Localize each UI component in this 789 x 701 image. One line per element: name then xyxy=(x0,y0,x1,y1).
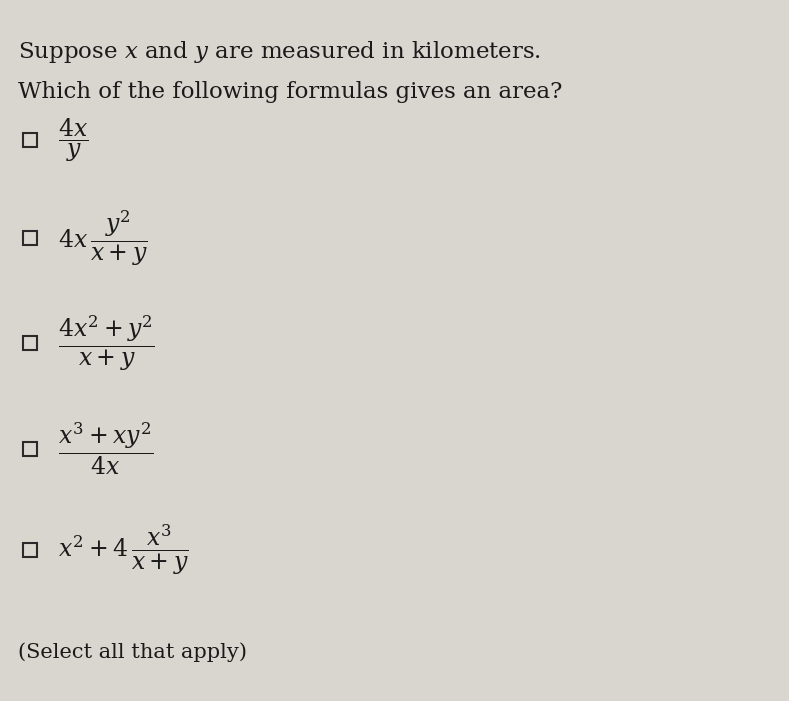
Text: $\dfrac{4x^2+y^2}{x+y}$: $\dfrac{4x^2+y^2}{x+y}$ xyxy=(58,314,155,373)
Text: $\dfrac{4x}{y}$: $\dfrac{4x}{y}$ xyxy=(58,116,88,164)
Text: $\dfrac{x^3+xy^2}{4x}$: $\dfrac{x^3+xy^2}{4x}$ xyxy=(58,421,153,477)
Text: Which of the following formulas gives an area?: Which of the following formulas gives an… xyxy=(18,81,563,102)
Text: $x^2+4\,\dfrac{x^3}{x+y}$: $x^2+4\,\dfrac{x^3}{x+y}$ xyxy=(58,523,189,578)
Text: (Select all that apply): (Select all that apply) xyxy=(18,643,247,662)
Text: $4x\,\dfrac{y^2}{x+y}$: $4x\,\dfrac{y^2}{x+y}$ xyxy=(58,209,148,268)
Text: Suppose $x$ and $y$ are measured in kilometers.: Suppose $x$ and $y$ are measured in kilo… xyxy=(18,39,541,64)
